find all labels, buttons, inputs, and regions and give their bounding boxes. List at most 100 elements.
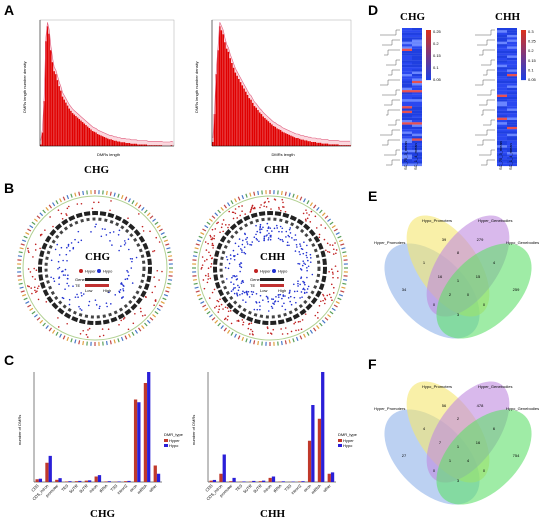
hyper-point xyxy=(80,202,83,205)
hist-bar xyxy=(70,110,72,146)
hypo-point xyxy=(255,224,257,227)
hypo-point xyxy=(244,232,246,235)
chromosome-tick xyxy=(313,327,317,332)
legend-swatch-hypo xyxy=(164,444,168,447)
chromosome-tick xyxy=(204,307,209,311)
hypo-point xyxy=(300,276,303,279)
hyper-point xyxy=(231,211,234,214)
hyper-point xyxy=(250,322,253,324)
hyper-point xyxy=(330,268,333,271)
hyper-point xyxy=(322,293,324,296)
hyper-point xyxy=(213,288,216,291)
hyper-point xyxy=(85,333,88,336)
hypo-point xyxy=(66,282,68,285)
hypo-point xyxy=(240,262,242,264)
heat-cell xyxy=(412,113,422,116)
hist-bar xyxy=(147,145,149,146)
hyper-point xyxy=(122,318,125,320)
bar xyxy=(153,465,157,482)
heat-cell xyxy=(402,149,412,153)
hyper-point xyxy=(220,303,223,306)
chromosome-tick xyxy=(156,225,161,229)
chromosome-tick xyxy=(342,278,348,281)
hypo-point xyxy=(121,296,123,299)
hist-bar xyxy=(138,144,141,146)
venn-count: 2 xyxy=(457,416,460,421)
hypo-point xyxy=(117,233,120,236)
hyper-point xyxy=(266,327,269,330)
hyper-point xyxy=(57,317,59,319)
hypo-point xyxy=(235,275,238,277)
hist-bar xyxy=(288,134,290,146)
hyper-point xyxy=(334,242,336,244)
legend-label-hypo: Hypo xyxy=(169,443,179,448)
scale-cell xyxy=(521,42,526,46)
heat-cell xyxy=(507,92,517,95)
hypo-point xyxy=(118,229,121,232)
hyper-point xyxy=(65,213,67,215)
chromosome-tick xyxy=(70,193,73,198)
hyper-point xyxy=(86,336,89,338)
hypo-point xyxy=(283,302,285,305)
heat-cell xyxy=(412,76,422,79)
hist-bar xyxy=(227,51,230,146)
hypo-point xyxy=(307,265,310,268)
chromosome-tick xyxy=(165,290,170,293)
hypo-point xyxy=(244,252,247,255)
heat-cell xyxy=(412,48,422,52)
heat-cell xyxy=(497,152,507,155)
hypo-point xyxy=(64,274,66,276)
heat-cell xyxy=(402,28,412,31)
hyper-point xyxy=(286,332,289,335)
hist-bar xyxy=(279,130,282,146)
hyper-point xyxy=(330,283,333,286)
heat-cell xyxy=(402,152,412,155)
hypo-point xyxy=(108,291,110,294)
chromosome-tick xyxy=(342,282,347,285)
hyper-point xyxy=(263,202,266,204)
hypo-point xyxy=(293,290,296,293)
hypo-point xyxy=(105,302,108,304)
heat-cell xyxy=(507,60,517,63)
hypo-point xyxy=(62,259,64,262)
y-axis-label: number of DMRs xyxy=(17,415,22,445)
hyper-point xyxy=(209,236,212,238)
scale-label: 0.1 xyxy=(528,67,534,72)
bar xyxy=(38,478,43,482)
venn-count: 8 xyxy=(457,250,460,255)
hist-bar xyxy=(40,144,42,146)
hist-bar xyxy=(142,144,144,146)
hist-bar xyxy=(314,142,317,146)
heat-cell xyxy=(412,152,422,155)
heat-cell xyxy=(497,39,507,42)
hypo-point xyxy=(287,297,290,299)
hist-bar xyxy=(65,102,67,146)
scale-cell xyxy=(521,57,526,61)
hypo-point xyxy=(74,238,76,241)
scale-label: 0.15 xyxy=(528,58,537,63)
hypo-point xyxy=(237,245,240,248)
venn-label: Hyper_Promoters xyxy=(374,240,405,245)
y-axis-label: DMRs length number density xyxy=(22,61,27,113)
hist-bar xyxy=(321,143,323,146)
heat-cell xyxy=(402,97,412,100)
hypo-point xyxy=(298,263,301,265)
heat-cell xyxy=(402,53,412,56)
chromosome-tick xyxy=(74,192,77,197)
venn-set-hypo-genebodies xyxy=(436,409,532,505)
chromosome-tick xyxy=(241,194,245,200)
chromosome-tick xyxy=(113,192,116,197)
heat-cell xyxy=(412,147,422,150)
heat-cell xyxy=(497,103,507,107)
chromosome-tick xyxy=(158,304,163,308)
bar xyxy=(301,481,305,482)
heat-cell xyxy=(402,145,412,148)
hypo-point xyxy=(259,294,262,297)
chromosome-tick xyxy=(66,336,70,342)
heat-cell xyxy=(402,106,412,109)
hyper-point xyxy=(326,294,329,297)
legend-label-hypo: Hypo xyxy=(343,443,353,448)
hyper-point xyxy=(66,207,69,210)
hyper-point xyxy=(304,218,307,221)
hyper-point xyxy=(337,277,339,279)
